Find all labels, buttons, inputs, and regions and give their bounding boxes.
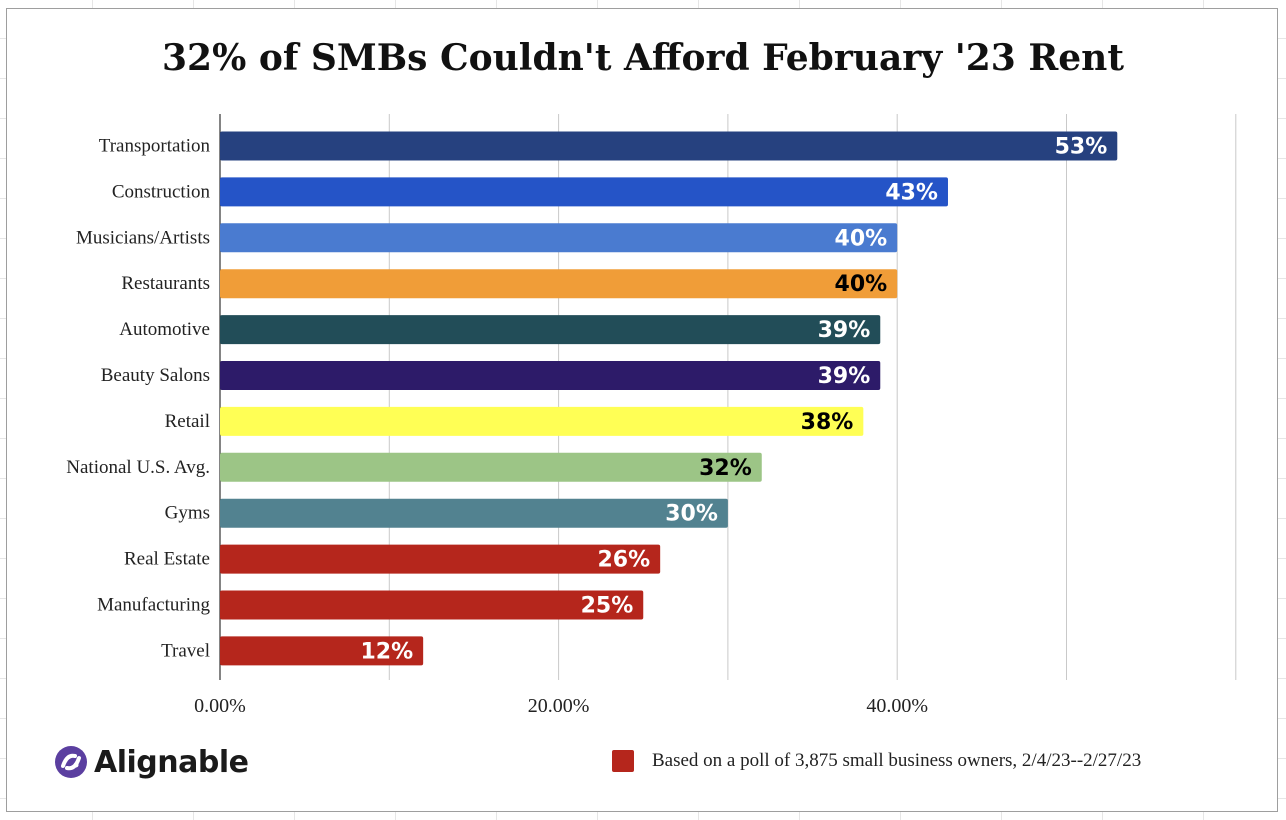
- bar: [220, 498, 728, 528]
- chart-title: 32% of SMBs Couldn't Afford February '23…: [162, 37, 1124, 79]
- alignable-logo-icon: [55, 746, 87, 778]
- category-label: Automotive: [119, 319, 210, 340]
- data-label: 32%: [699, 456, 752, 481]
- category-label: Real Estate: [124, 549, 210, 570]
- category-label: Gyms: [165, 503, 210, 524]
- legend-swatch: [612, 750, 634, 772]
- bar: [220, 544, 661, 574]
- bar: [220, 406, 864, 436]
- bar: [220, 177, 948, 207]
- category-label: National U.S. Avg.: [66, 457, 210, 478]
- category-label: Transportation: [99, 136, 211, 157]
- bar: [220, 361, 881, 390]
- category-label: Travel: [161, 640, 210, 661]
- alignable-logo-text: Alignable: [94, 744, 249, 780]
- category-label: Manufacturing: [97, 595, 210, 616]
- data-label: 25%: [581, 594, 634, 619]
- data-label: 26%: [598, 548, 651, 573]
- x-tick-label: 0.00%: [194, 695, 246, 717]
- data-label: 39%: [818, 318, 871, 343]
- data-label: 53%: [1055, 135, 1108, 160]
- bar: [220, 315, 881, 345]
- category-label: Beauty Salons: [101, 365, 210, 386]
- x-tick-label: 40.00%: [866, 695, 928, 717]
- alignable-logo: Alignable: [54, 740, 249, 784]
- bar: [220, 131, 1118, 161]
- bar: [220, 223, 898, 253]
- bar: [220, 269, 898, 299]
- data-label: 40%: [835, 226, 888, 251]
- legend: Based on a poll of 3,875 small business …: [612, 748, 1141, 774]
- data-label: 43%: [885, 180, 938, 205]
- data-label: 12%: [360, 639, 413, 664]
- data-label: 40%: [835, 272, 888, 297]
- category-label: Restaurants: [121, 273, 210, 294]
- legend-label: Based on a poll of 3,875 small business …: [652, 750, 1142, 771]
- data-label: 30%: [665, 502, 718, 527]
- data-label: 39%: [818, 364, 871, 389]
- bar: [220, 590, 644, 620]
- bar: [220, 452, 762, 482]
- category-label: Musicians/Artists: [76, 227, 210, 248]
- category-label: Retail: [165, 411, 210, 432]
- bar: [220, 636, 424, 666]
- x-tick-label: 20.00%: [528, 695, 590, 717]
- category-label: Construction: [112, 181, 211, 202]
- data-label: 38%: [801, 410, 854, 435]
